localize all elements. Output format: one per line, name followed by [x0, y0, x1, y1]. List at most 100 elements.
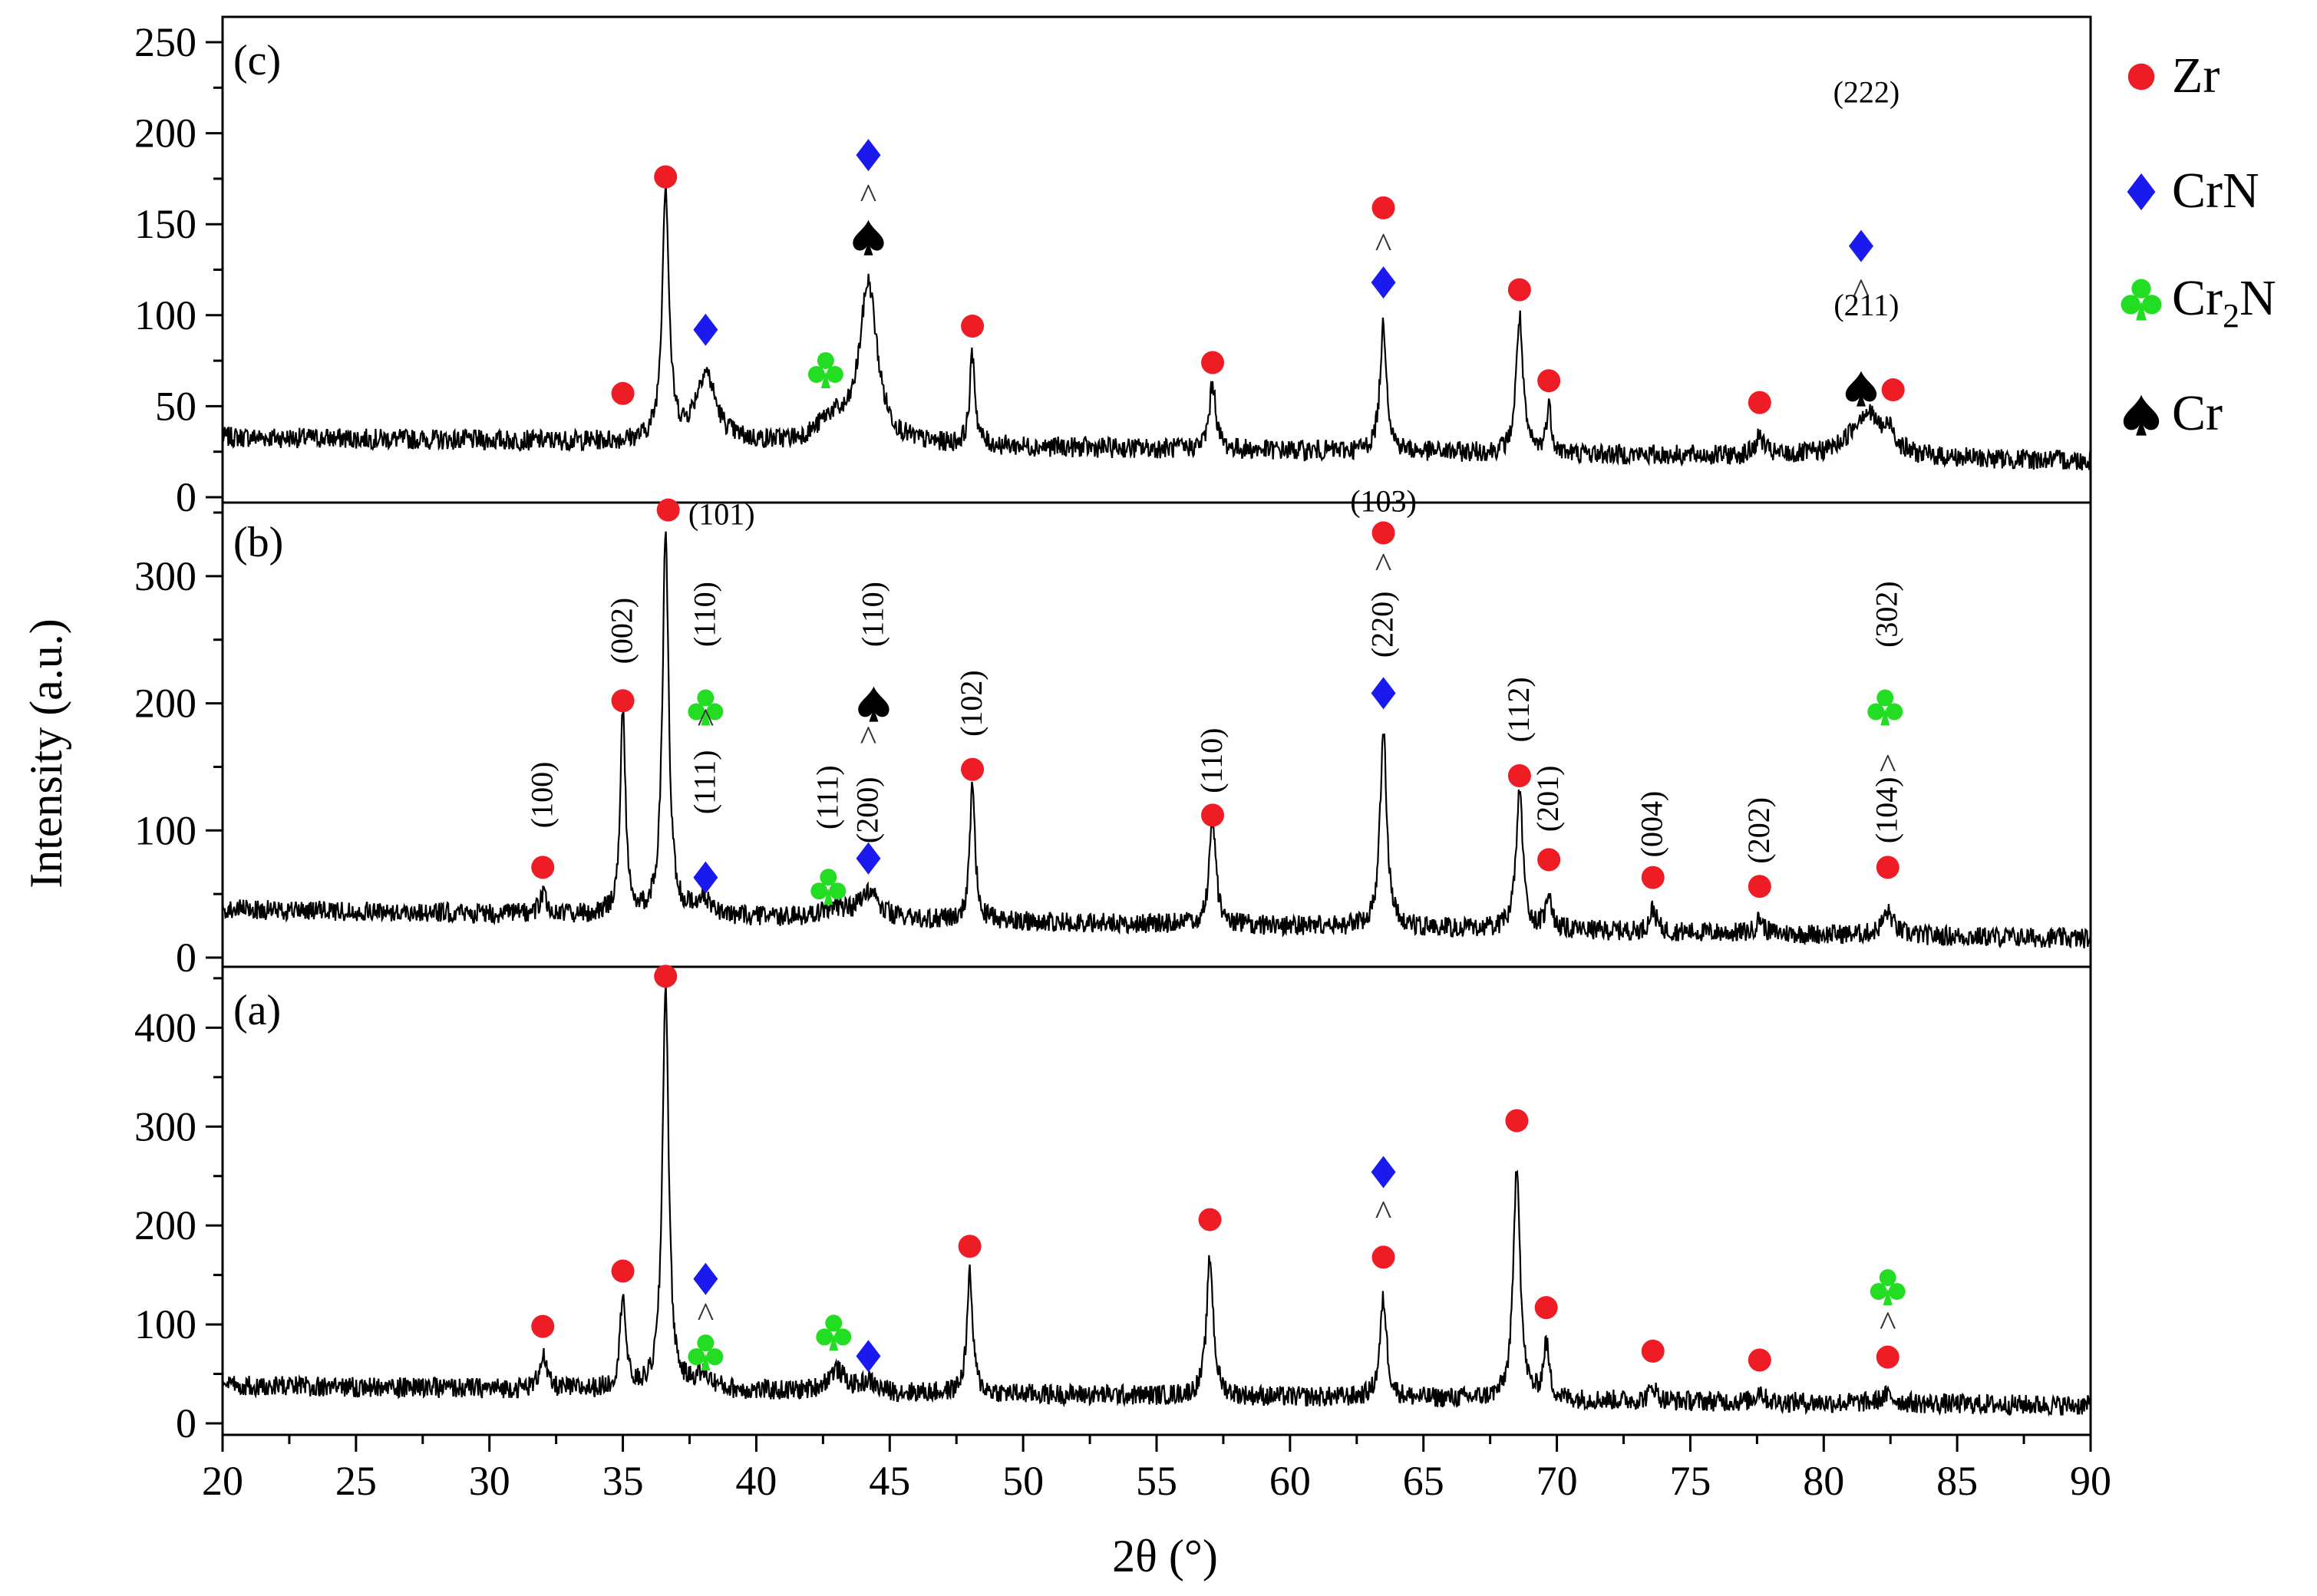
legend-label-zr: Zr [2172, 48, 2220, 104]
y-tick-label: 300 [134, 1103, 196, 1149]
x-tick-label: 75 [1669, 1458, 1711, 1504]
marker-cr2n-b [1867, 689, 1903, 726]
marker-zr-b [1371, 521, 1395, 545]
xrd-trace-a [221, 984, 2092, 1417]
marker-zr-c [1201, 351, 1225, 374]
x-tick-label: 20 [202, 1458, 243, 1504]
legend-marker-crn [2127, 173, 2156, 211]
legend-label-subscript: 2 [2223, 297, 2239, 335]
marker-zr-a [1371, 1245, 1395, 1269]
hkl-label: (211) [1833, 288, 1899, 322]
panel-label-a: (a) [233, 987, 281, 1034]
marker-zr-b [1748, 875, 1771, 899]
hkl-label: (111) [810, 765, 844, 829]
y-tick-label: 150 [134, 201, 196, 247]
legend-label-text: Zr [2172, 48, 2220, 104]
x-tick-label: 45 [869, 1458, 910, 1504]
xrd-trace-c [221, 183, 2091, 471]
caret-symbol: ^ [860, 176, 877, 216]
x-axis-title: 2θ (°) [1112, 1531, 1218, 1581]
hkl-label: (102) [954, 670, 989, 737]
legend-marker-cr [2123, 394, 2160, 436]
hkl-label: (222) [1833, 74, 1900, 109]
marker-zr-c [1507, 278, 1531, 302]
marker-zr-b [656, 498, 680, 522]
marker-crn-b [856, 842, 881, 875]
marker-zr-b [1201, 803, 1225, 827]
hkl-label: (110) [687, 582, 721, 647]
marker-zr-b [531, 856, 555, 879]
x-tick-label: 60 [1269, 1458, 1311, 1504]
marker-zr-c [961, 315, 985, 338]
hkl-label: (111) [687, 750, 721, 814]
hkl-label: (004) [1635, 791, 1669, 858]
x-tick-label: 35 [602, 1458, 644, 1504]
marker-cr-c [853, 219, 884, 256]
marker-zr-a [1748, 1348, 1771, 1372]
marker-zr-a [1534, 1296, 1558, 1320]
y-tick-label: 300 [134, 553, 196, 599]
caret-symbol: ^ [698, 701, 715, 740]
caret-symbol: ^ [860, 718, 877, 757]
marker-zr-b [961, 757, 985, 781]
traces-layer [221, 183, 2092, 1417]
y-tick-label: 0 [176, 935, 196, 981]
labels-layer: (c) ^ ^ ^ (222) (211) (b) ^ ^ ^ ^ (100) (002) (101) (1… [233, 37, 1904, 1343]
y-tick-label: 100 [134, 1301, 196, 1347]
legend-label-cr: Cr [2172, 385, 2223, 441]
caret-symbol: ^ [1880, 1304, 1896, 1343]
y-axis-title: Intensity (a.u.) [21, 618, 71, 889]
panel-frame-c [221, 15, 2092, 504]
hkl-label: (110) [1194, 728, 1229, 793]
caret-symbol: ^ [1375, 1193, 1392, 1232]
hkl-label: (104) [1870, 777, 1904, 843]
hkl-label: (101) [688, 496, 755, 531]
marker-crn-c [1371, 266, 1396, 299]
marker-cr-b [858, 686, 890, 722]
marker-cr2n-a [688, 1334, 724, 1371]
caret-symbol: ^ [1375, 546, 1392, 585]
hkl-label: (220) [1365, 592, 1400, 658]
panel-frame-a [221, 965, 2092, 1436]
marker-zr-b [1507, 764, 1531, 788]
caret-symbol: ^ [698, 1294, 715, 1334]
y-tick-label: 200 [134, 681, 196, 727]
legend-label-suffix: N [2239, 270, 2276, 326]
x-tick-label: 65 [1403, 1458, 1444, 1504]
marker-crn-c [1848, 229, 1873, 262]
marker-zr-a [1198, 1208, 1222, 1232]
x-tick-label: 55 [1136, 1458, 1177, 1504]
marker-zr-a [958, 1235, 982, 1258]
caret-symbol: ^ [1375, 226, 1392, 265]
marker-cr2n-c [807, 351, 843, 388]
xrd-trace-b [221, 531, 2092, 949]
legend-label-cr2n: Cr2N [2172, 270, 2276, 335]
marker-cr2n-b [810, 869, 847, 905]
panel-label-b: (b) [233, 519, 283, 566]
marker-cr2n-a [816, 1314, 852, 1351]
x-tick-label: 30 [469, 1458, 510, 1504]
hkl-label: (302) [1870, 581, 1904, 648]
y-tick-label: 400 [134, 1004, 196, 1050]
hkl-label: (200) [850, 777, 884, 843]
hkl-label: (202) [1741, 797, 1776, 864]
marker-zr-c [1537, 369, 1561, 393]
legend-label-text: CrN [2172, 163, 2259, 219]
y-tick-label: 50 [155, 383, 196, 429]
x-tick-label: 70 [1536, 1458, 1578, 1504]
marker-zr-b [611, 689, 635, 713]
panel-label-c: (c) [233, 37, 281, 84]
legend-label-crn: CrN [2172, 163, 2259, 219]
hkl-label: (002) [605, 598, 639, 664]
marker-crn-a [1371, 1156, 1396, 1189]
marker-zr-c [654, 165, 678, 189]
y-tick-label: 200 [134, 1202, 196, 1248]
legend-label-text: Cr [2172, 270, 2223, 326]
hkl-label: (110) [855, 582, 890, 647]
y-tick-label: 100 [134, 807, 196, 853]
marker-cr-c [1845, 371, 1877, 407]
marker-zr-a [531, 1314, 555, 1338]
marker-zr-c [1371, 196, 1395, 219]
